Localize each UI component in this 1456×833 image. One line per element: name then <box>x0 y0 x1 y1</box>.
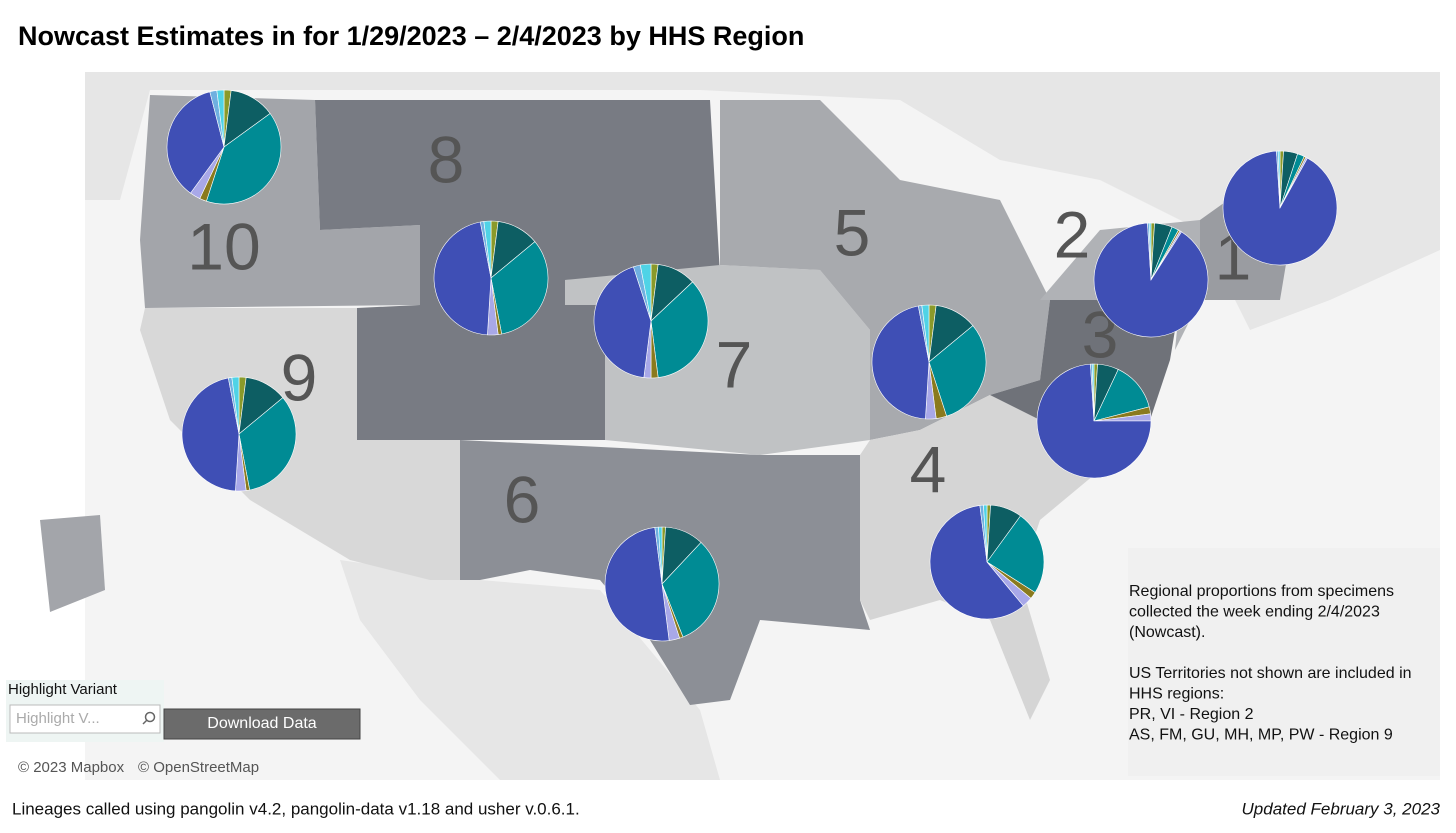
pie <box>593 263 709 379</box>
note-line: HHS regions: <box>1129 686 1224 703</box>
region-number: 8 <box>428 122 465 196</box>
pie-slice <box>986 515 1045 593</box>
highlight-label: Highlight Variant <box>8 681 118 698</box>
pie <box>604 526 720 642</box>
pie-slice <box>871 305 930 420</box>
search-icon <box>144 711 156 723</box>
download-label: Download Data <box>207 715 317 732</box>
pie-slice <box>1093 222 1209 338</box>
note-line: Regional proportions from specimens <box>1129 583 1394 600</box>
note-line: US Territories not shown are included in <box>1129 665 1412 682</box>
notes-box <box>1128 548 1440 776</box>
note-line: PR, VI - Region 2 <box>1129 706 1254 723</box>
region-number: 7 <box>716 327 753 401</box>
pie-slice <box>483 220 492 279</box>
pie <box>929 504 1045 620</box>
canada <box>85 72 1440 330</box>
search-input[interactable] <box>9 704 161 734</box>
pie-slice <box>1222 150 1338 266</box>
note-line: AS, FM, GU, MH, MP, PW - Region 9 <box>1129 727 1393 744</box>
attribution: © OpenStreetMap <box>138 759 259 776</box>
pie-slice <box>650 281 709 378</box>
updated-date: Updated February 3, 2023 <box>1242 799 1441 818</box>
attribution: © 2023 Mapbox <box>18 759 125 776</box>
pie-slice <box>929 505 1024 620</box>
region-number: 5 <box>834 195 871 269</box>
note-line: (Nowcast). <box>1129 624 1205 641</box>
region-shape <box>140 308 460 580</box>
pie-slice <box>1091 363 1095 422</box>
search-icon <box>142 719 148 725</box>
pie-slice <box>181 377 240 492</box>
pie <box>181 376 297 492</box>
pie-slice <box>658 526 663 585</box>
pie-slice <box>206 113 282 205</box>
pie <box>433 220 549 336</box>
pie-slice <box>921 304 930 363</box>
note-line: collected the week ending 2/4/2023 <box>1129 604 1380 621</box>
pie-slice <box>593 266 652 378</box>
pie-slice <box>238 397 297 491</box>
pie-slice <box>490 241 549 335</box>
region-number: 2 <box>1054 197 1091 271</box>
pie-slice <box>231 376 240 435</box>
pie <box>871 304 987 420</box>
pie <box>166 89 282 205</box>
pie <box>1036 363 1152 479</box>
pie-slice <box>639 263 652 322</box>
pie-slice <box>661 542 720 638</box>
pie <box>1222 150 1338 266</box>
pie-slice <box>1277 150 1281 209</box>
title: Nowcast Estimates in for 1/29/2023 – 2/4… <box>18 21 804 51</box>
footer-note: Lineages called using pangolin v4.2, pan… <box>12 799 580 818</box>
search-placeholder: Highlight V... <box>16 710 100 727</box>
pie-slice <box>1036 363 1152 479</box>
mexico <box>340 560 720 780</box>
pie-slice <box>928 325 987 417</box>
region-number: 4 <box>910 432 947 506</box>
pie-slice <box>1148 222 1152 281</box>
alaska <box>40 515 105 612</box>
region-number: 6 <box>504 462 541 536</box>
region-number: 10 <box>187 209 260 283</box>
pie-slice <box>983 504 988 563</box>
pie <box>1093 222 1209 338</box>
pie-slice <box>166 91 225 194</box>
pie-slice <box>604 527 670 642</box>
region-number: 9 <box>281 340 318 414</box>
notes: Regional proportions from specimens colle… <box>1129 583 1412 744</box>
pie-slice <box>216 89 225 148</box>
pie-slice <box>433 221 492 336</box>
download-button[interactable] <box>163 708 361 740</box>
